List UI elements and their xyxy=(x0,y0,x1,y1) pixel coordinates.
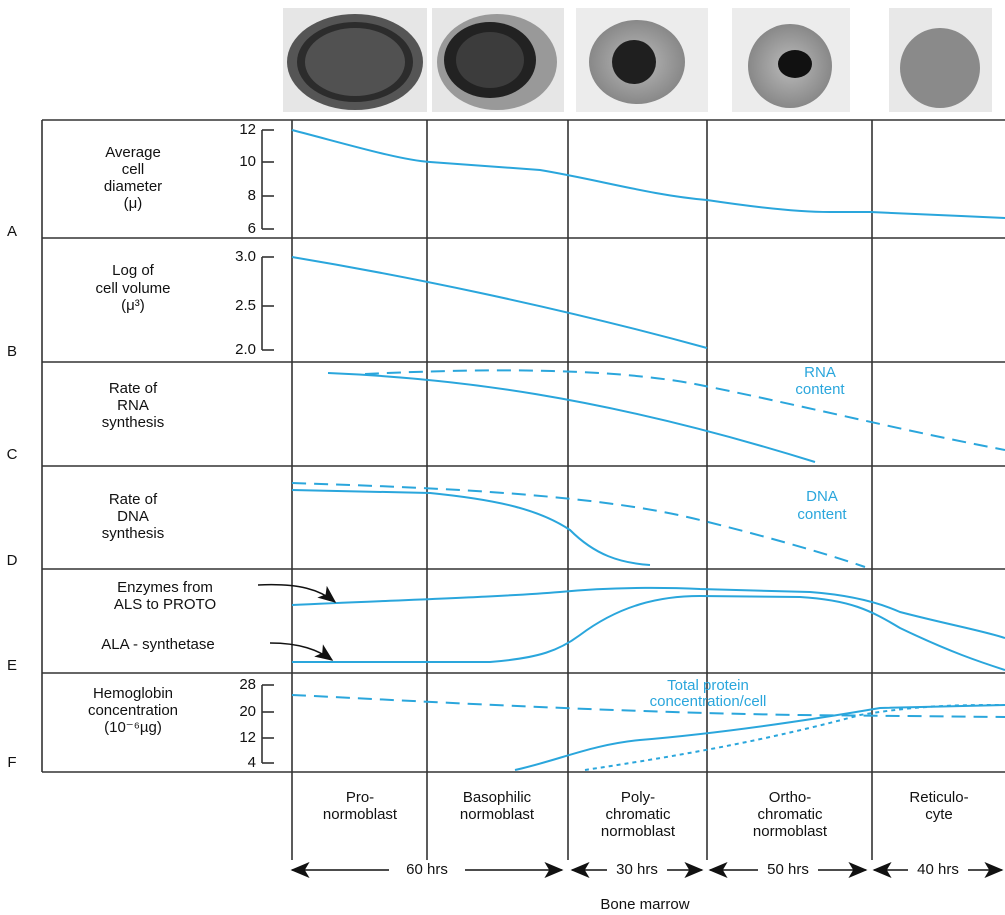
tick-label: 2.5 xyxy=(235,297,256,314)
tick-label: 2.0 xyxy=(235,341,256,358)
footer: Bone marrow xyxy=(600,896,689,913)
stage-label: Basophilic xyxy=(463,789,532,806)
row-label: (μ³) xyxy=(121,297,145,314)
stage-label: Reticulo- xyxy=(909,789,968,806)
tick-label: 28 xyxy=(239,676,256,693)
stage-label: Pro- xyxy=(346,789,374,806)
row-letter: F xyxy=(7,754,16,771)
tick-label: 6 xyxy=(248,220,256,237)
duration-label: 60 hrs xyxy=(406,861,448,878)
stage-label: Poly- xyxy=(621,789,655,806)
annotation: content xyxy=(797,506,847,523)
row-letter: C xyxy=(7,446,18,463)
duration-label: 30 hrs xyxy=(616,861,658,878)
annotation: DNA xyxy=(806,488,838,505)
tick-label: 8 xyxy=(248,187,256,204)
row-label: Rate of xyxy=(109,380,158,397)
cell-images xyxy=(283,8,992,112)
row-letter: D xyxy=(7,552,18,569)
row-label: ALS to PROTO xyxy=(114,596,216,613)
row-label: RNA xyxy=(117,397,149,414)
stage-label: Ortho- xyxy=(769,789,812,806)
row-label: (10⁻⁶µg) xyxy=(104,719,162,736)
grid xyxy=(42,120,1005,860)
row-label: cell volume xyxy=(95,280,170,297)
row-label: DNA xyxy=(117,508,149,525)
stage-label: normoblast xyxy=(323,806,398,823)
duration-label: 50 hrs xyxy=(767,861,809,878)
tick-label: 12 xyxy=(239,121,256,138)
tick-label: 3.0 xyxy=(235,248,256,265)
tick-label: 10 xyxy=(239,153,256,170)
curves xyxy=(258,130,1005,770)
tick-label: 4 xyxy=(248,754,256,771)
stage-label: chromatic xyxy=(605,806,671,823)
row-label: synthesis xyxy=(102,414,165,431)
stage-label: chromatic xyxy=(757,806,823,823)
stage-label: normoblast xyxy=(460,806,535,823)
row-label: (μ) xyxy=(124,195,143,212)
row-label: Log of xyxy=(112,262,155,279)
tick-label: 20 xyxy=(239,703,256,720)
row-label: cell xyxy=(122,161,145,178)
row-letter: B xyxy=(7,343,17,360)
row-label: Enzymes from xyxy=(117,579,213,596)
annotation: RNA xyxy=(804,364,836,381)
row-label: Average xyxy=(105,144,161,161)
stage-label: normoblast xyxy=(601,823,676,840)
figure: A Averagecelldiameter(μ) 12 10 8 6 B Log ofcell… xyxy=(0,0,1005,915)
row-letter: E xyxy=(7,657,17,674)
stage-label: cyte xyxy=(925,806,953,823)
tick-label: 12 xyxy=(239,729,256,746)
row-label: Rate of xyxy=(109,491,158,508)
row-label: ALA - synthetase xyxy=(101,636,214,653)
row-label: Hemoglobin xyxy=(93,685,173,702)
row-label: synthesis xyxy=(102,525,165,542)
row-label: concentration xyxy=(88,702,178,719)
annotation: concentration/cell xyxy=(650,693,767,710)
annotation: Total protein xyxy=(667,677,749,694)
stage-label: normoblast xyxy=(753,823,828,840)
row-label: diameter xyxy=(104,178,162,195)
row-letter: A xyxy=(7,223,17,240)
duration-label: 40 hrs xyxy=(917,861,959,878)
annotation: content xyxy=(795,381,845,398)
